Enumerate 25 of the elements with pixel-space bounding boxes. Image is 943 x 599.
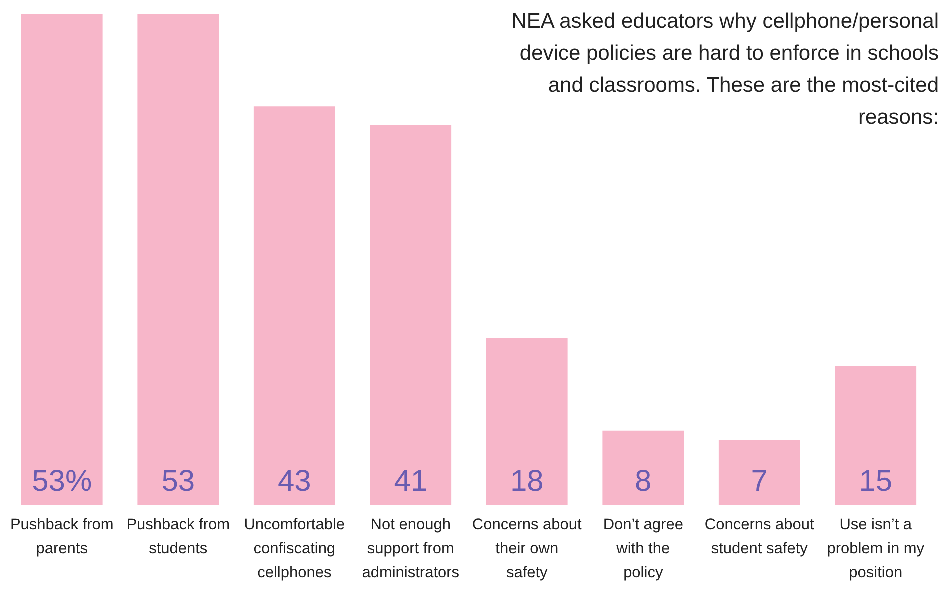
data-label: 8 <box>635 465 652 498</box>
x-tick-label: Pushback from students <box>126 516 230 558</box>
bar <box>370 125 452 505</box>
x-tick-label: Uncomfortable confiscating cellphones <box>244 516 346 582</box>
x-tick-label: Concerns about their own safety <box>472 516 583 582</box>
bar <box>138 14 220 505</box>
x-tick-label: Don’t agree with the policy <box>603 516 684 582</box>
x-tick-label: Concerns about student safety <box>704 516 816 558</box>
x-tick-label: Pushback from parents <box>10 516 114 558</box>
data-label: 53% <box>32 465 92 498</box>
data-label: 53 <box>162 465 196 498</box>
data-label: 43 <box>278 465 312 498</box>
bar <box>602 430 684 505</box>
bar <box>835 366 917 505</box>
data-label: 18 <box>510 465 544 498</box>
bar <box>718 440 800 505</box>
bar <box>21 14 103 505</box>
data-label: 15 <box>859 465 893 498</box>
x-tick-label: Not enough support from administrators <box>362 516 460 582</box>
data-label: 7 <box>751 465 768 498</box>
bar <box>254 106 336 505</box>
text: NEA asked educators why cellphone/personal device policies are hard to enforce in schools and classrooms. These are the most-cited reasons: <box>510 9 939 131</box>
bar <box>486 338 568 505</box>
x-tick-label: Use isn’t a problem in my position <box>827 516 925 582</box>
data-label: 41 <box>394 465 428 498</box>
